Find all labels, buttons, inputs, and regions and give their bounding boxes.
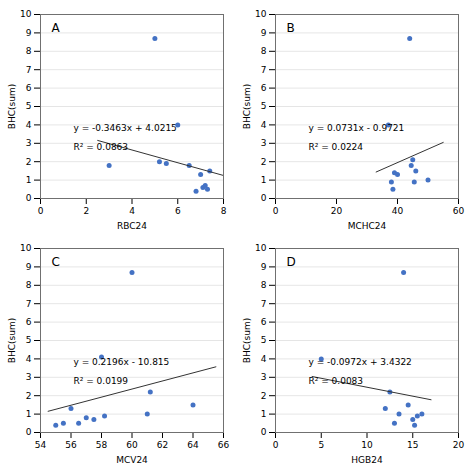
svg-text:20: 20 [453, 440, 465, 450]
svg-text:R² = 0.0224: R² = 0.0224 [308, 142, 363, 152]
svg-text:60: 60 [126, 440, 138, 450]
svg-text:40: 40 [392, 206, 404, 216]
svg-text:7: 7 [26, 65, 32, 75]
svg-text:60: 60 [453, 206, 465, 216]
svg-text:HGB24: HGB24 [351, 455, 383, 465]
svg-text:3: 3 [261, 372, 267, 382]
svg-text:10: 10 [361, 440, 373, 450]
svg-text:y = -0.3463x + 4.0215: y = -0.3463x + 4.0215 [73, 123, 176, 133]
svg-text:10: 10 [20, 243, 32, 253]
svg-text:8: 8 [261, 46, 267, 56]
svg-text:10: 10 [20, 9, 32, 19]
svg-text:3: 3 [26, 138, 32, 148]
svg-text:1: 1 [26, 175, 32, 185]
svg-text:5: 5 [261, 335, 267, 345]
svg-text:6: 6 [175, 206, 181, 216]
svg-text:0: 0 [38, 206, 44, 216]
svg-text:MCHC24: MCHC24 [348, 221, 387, 231]
svg-text:64: 64 [187, 440, 199, 450]
svg-text:6: 6 [261, 317, 267, 327]
svg-text:BHC(sum): BHC(sum) [242, 318, 252, 363]
svg-text:2: 2 [261, 157, 267, 167]
svg-text:2: 2 [26, 157, 32, 167]
svg-text:6: 6 [26, 83, 32, 93]
svg-text:5: 5 [26, 335, 32, 345]
svg-text:7: 7 [26, 299, 32, 309]
svg-text:66: 66 [218, 440, 230, 450]
svg-text:54: 54 [35, 440, 47, 450]
svg-text:R² = 0.0083: R² = 0.0083 [308, 376, 363, 386]
svg-text:6: 6 [261, 83, 267, 93]
svg-text:BHC(sum): BHC(sum) [7, 84, 17, 129]
svg-text:MCV24: MCV24 [116, 455, 148, 465]
svg-text:4: 4 [261, 120, 267, 130]
svg-text:0: 0 [273, 206, 279, 216]
svg-text:56: 56 [65, 440, 77, 450]
svg-text:2: 2 [26, 391, 32, 401]
svg-text:0: 0 [26, 193, 32, 203]
svg-text:9: 9 [26, 262, 32, 272]
svg-text:9: 9 [261, 28, 267, 38]
svg-text:4: 4 [26, 354, 32, 364]
svg-text:4: 4 [129, 206, 135, 216]
svg-text:3: 3 [26, 372, 32, 382]
svg-text:7: 7 [261, 65, 267, 75]
svg-text:4: 4 [261, 354, 267, 364]
svg-text:62: 62 [157, 440, 168, 450]
svg-text:D: D [286, 255, 295, 269]
svg-text:6: 6 [26, 317, 32, 327]
svg-text:R² = 0.0863: R² = 0.0863 [73, 142, 128, 152]
svg-text:58: 58 [96, 440, 108, 450]
svg-text:2: 2 [261, 391, 267, 401]
svg-text:1: 1 [261, 175, 267, 185]
svg-text:8: 8 [26, 46, 32, 56]
svg-text:C: C [51, 255, 59, 269]
svg-text:9: 9 [26, 28, 32, 38]
svg-text:2: 2 [83, 206, 89, 216]
svg-text:1: 1 [261, 409, 267, 419]
svg-text:B: B [286, 21, 294, 35]
svg-text:0: 0 [26, 427, 32, 437]
svg-text:BHC(sum): BHC(sum) [7, 318, 17, 363]
svg-text:y = 0.0731x - 0.9721: y = 0.0731x - 0.9721 [308, 123, 404, 133]
svg-text:0: 0 [261, 193, 267, 203]
svg-text:8: 8 [261, 280, 267, 290]
svg-text:4: 4 [26, 120, 32, 130]
svg-text:0: 0 [273, 440, 279, 450]
svg-text:8: 8 [26, 280, 32, 290]
svg-text:8: 8 [221, 206, 227, 216]
svg-text:5: 5 [318, 440, 324, 450]
svg-text:7: 7 [261, 299, 267, 309]
svg-text:R² = 0.0199: R² = 0.0199 [73, 376, 128, 386]
svg-text:10: 10 [255, 9, 267, 19]
svg-text:3: 3 [261, 138, 267, 148]
svg-text:1: 1 [26, 409, 32, 419]
svg-text:9: 9 [261, 262, 267, 272]
svg-text:5: 5 [26, 101, 32, 111]
svg-text:y = -0.0972x + 3.4322: y = -0.0972x + 3.4322 [308, 357, 411, 367]
svg-text:5: 5 [261, 101, 267, 111]
svg-text:0: 0 [261, 427, 267, 437]
svg-text:10: 10 [255, 243, 267, 253]
svg-text:20: 20 [331, 206, 343, 216]
svg-text:RBC24: RBC24 [117, 221, 147, 231]
svg-text:15: 15 [407, 440, 418, 450]
svg-text:A: A [51, 21, 60, 35]
svg-text:y = 0.2196x - 10.815: y = 0.2196x - 10.815 [73, 357, 169, 367]
svg-text:BHC(sum): BHC(sum) [242, 84, 252, 129]
